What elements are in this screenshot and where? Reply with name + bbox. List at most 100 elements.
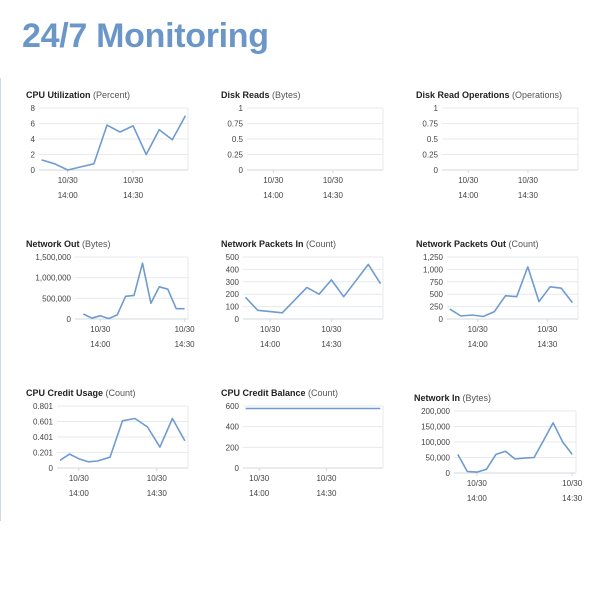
disk-read-operations-plot: 0 0.25 0.5 0.75 1 10/30 14:00 10/30 14:30 (422, 104, 579, 200)
cpu-credit-usage-x-tick-date: 10/30 (69, 474, 90, 483)
cpu-utilization-series-line (41, 115, 187, 171)
cpu-credit-balance-y-tick-label: 200 (226, 443, 240, 452)
network-packets-out-title: Network Packets Out (Count) (416, 238, 539, 250)
disk-read-operations-y-tick-label: 1 (434, 104, 439, 113)
network-packets-in-title: Network Packets In (Count) (221, 238, 336, 250)
disk-reads-y-tick-label: 1 (239, 104, 244, 113)
cpu-utilization-title: CPU Utilization (Percent) (26, 89, 130, 101)
network-out-y-tick-label: 1,000,000 (35, 274, 71, 283)
network-out-y-tick-label: 1,500,000 (35, 253, 71, 262)
network-packets-out-y-tick-label: 750 (430, 278, 444, 287)
cpu-credit-balance-x-tick-date: 10/30 (249, 474, 270, 483)
network-out-x-tick-time: 14:00 (90, 340, 111, 349)
cpu-credit-usage-x-tick-time: 14:00 (69, 489, 90, 498)
cpu-utilization-title-unit: (Percent) (90, 90, 131, 100)
disk-read-operations-title: Disk Read Operations (Operations) (416, 89, 562, 101)
network-packets-in-y-tick-label: 0 (235, 315, 240, 324)
network-out-y-tick-label: 0 (67, 315, 72, 324)
network-packets-out-series-line (449, 266, 574, 318)
network-packets-in-title-unit: (Count) (303, 239, 337, 249)
disk-reads-title: Disk Reads (Bytes) (221, 89, 301, 101)
cpu-utilization-y-tick-label: 0 (31, 166, 36, 175)
cpu-credit-balance-plot: 0 200 400 600 10/30 14:00 10/30 14:30 (226, 402, 384, 498)
network-packets-out-y-tick-label: 250 (430, 303, 444, 312)
network-packets-in-x-tick-date: 10/30 (260, 325, 281, 334)
network-packets-in-plot: 0 100 200 300 400 500 10/30 14:00 10/30 14:30 (226, 253, 384, 349)
network-in-y-tick-label: 50,000 (426, 454, 451, 463)
network-packets-out-y-tick-label: 1,250 (423, 253, 444, 262)
cpu-credit-balance-title-unit: (Count) (305, 388, 339, 398)
cpu-utilization-x-tick-time: 14:30 (123, 191, 144, 200)
left-border-rule (0, 78, 1, 521)
cpu-utilization-x-tick-date: 10/30 (58, 176, 79, 185)
network-packets-out-x-tick-date: 10/30 (468, 325, 489, 334)
chart-network-packets-out: Network Packets Out (Count) 0 250 500 750 1,0… (416, 238, 600, 368)
disk-reads-y-tick-label: 0.5 (232, 135, 244, 144)
network-out-title-text: Network Out (26, 239, 80, 249)
network-in-title: Network In (Bytes) (414, 392, 491, 404)
network-in-x-tick-time: 14:00 (467, 494, 488, 503)
network-packets-in-y-tick-label: 400 (226, 265, 240, 274)
network-in-x-tick-date: 10/30 (562, 479, 583, 488)
cpu-credit-balance-y-tick-label: 0 (235, 464, 240, 473)
network-packets-out-y-tick-label: 500 (430, 290, 444, 299)
network-packets-in-series-line (244, 263, 382, 314)
chart-network-packets-in: Network Packets In (Count) 0 100 200 300 400 5… (221, 238, 411, 368)
cpu-utilization-y-tick-label: 8 (31, 104, 36, 113)
network-in-x-tick-time: 14:30 (562, 494, 583, 503)
cpu-credit-usage-y-tick-label: 0.601 (33, 417, 54, 426)
network-packets-in-y-tick-label: 300 (226, 278, 240, 287)
cpu-credit-usage-y-tick-label: 0.401 (33, 433, 54, 442)
network-packets-out-plot: 0 250 500 750 1,000 1,250 10/30 14:00 10/30 14:30 (423, 253, 579, 349)
cpu-utilization-y-tick-label: 2 (31, 151, 36, 160)
cpu-utilization-x-tick-time: 14:00 (58, 191, 79, 200)
cpu-credit-balance-y-tick-label: 400 (226, 423, 240, 432)
network-out-x-tick-date: 10/30 (90, 325, 111, 334)
network-packets-in-x-tick-date: 10/30 (321, 325, 342, 334)
disk-reads-title-unit: (Bytes) (269, 90, 301, 100)
disk-read-operations-title-text: Disk Read Operations (416, 90, 510, 100)
network-packets-in-y-tick-label: 200 (226, 290, 240, 299)
network-in-series-line (457, 421, 573, 473)
disk-read-operations-x-tick-time: 14:30 (518, 191, 539, 200)
disk-read-operations-y-tick-label: 0.25 (422, 151, 438, 160)
cpu-utilization-title-text: CPU Utilization (26, 90, 91, 100)
network-packets-in-title-text: Network Packets In (221, 239, 304, 249)
disk-reads-x-tick-date: 10/30 (263, 176, 284, 185)
disk-reads-x-tick-time: 14:00 (263, 191, 284, 200)
disk-reads-x-tick-time: 14:30 (323, 191, 344, 200)
disk-read-operations-x-tick-time: 14:00 (458, 191, 479, 200)
disk-read-operations-x-tick-date: 10/30 (518, 176, 539, 185)
disk-read-operations-y-tick-label: 0 (434, 166, 439, 175)
chart-disk-reads: Disk Reads (Bytes) 0 0.25 0.5 0.75 1 10/30 14:0… (221, 89, 411, 219)
disk-read-operations-title-unit: (Operations) (509, 90, 563, 100)
network-packets-out-y-tick-label: 0 (439, 315, 444, 324)
cpu-credit-balance-x-tick-time: 14:30 (316, 489, 337, 498)
disk-reads-y-tick-label: 0 (239, 166, 244, 175)
cpu-credit-balance-y-tick-label: 600 (226, 402, 240, 411)
disk-reads-title-text: Disk Reads (221, 90, 270, 100)
network-out-y-tick-label: 500,000 (42, 294, 71, 303)
cpu-credit-usage-y-tick-label: 0.201 (33, 448, 54, 457)
cpu-credit-usage-x-tick-date: 10/30 (147, 474, 168, 483)
network-packets-out-title-text: Network Packets Out (416, 239, 507, 249)
chart-disk-read-operations: Disk Read Operations (Operations) 0 0.25 0.… (416, 89, 600, 219)
network-in-y-tick-label: 150,000 (421, 423, 450, 432)
disk-read-operations-y-tick-label: 0.75 (422, 120, 438, 129)
disk-reads-plot: 0 0.25 0.5 0.75 1 10/30 14:00 10/30 14:30 (227, 104, 384, 200)
cpu-credit-balance-title-text: CPU Credit Balance (221, 388, 306, 398)
disk-read-operations-x-tick-date: 10/30 (458, 176, 479, 185)
disk-reads-y-tick-label: 0.75 (227, 120, 243, 129)
network-out-series-line (83, 262, 185, 320)
cpu-credit-usage-title-text: CPU Credit Usage (26, 388, 104, 398)
chart-network-in: Network In (Bytes) 0 50,000 100,000 150,000 2… (414, 392, 600, 522)
network-packets-in-y-tick-label: 500 (226, 253, 240, 262)
network-out-plot: 0 500,000 1,000,000 1,500,000 10/30 14:00 10/3… (35, 253, 195, 349)
network-packets-in-y-tick-label: 100 (226, 303, 240, 312)
chart-cpu-utilization: CPU Utilization (Percent) 0 2 4 6 8 10/30 14:00… (26, 89, 216, 219)
network-in-x-tick-date: 10/30 (467, 479, 488, 488)
network-out-title-unit: (Bytes) (79, 239, 111, 249)
network-in-y-tick-label: 100,000 (421, 438, 450, 447)
cpu-utilization-plot: 0 2 4 6 8 10/30 14:00 10/30 14:30 (31, 104, 189, 200)
cpu-credit-balance-x-tick-date: 10/30 (316, 474, 337, 483)
